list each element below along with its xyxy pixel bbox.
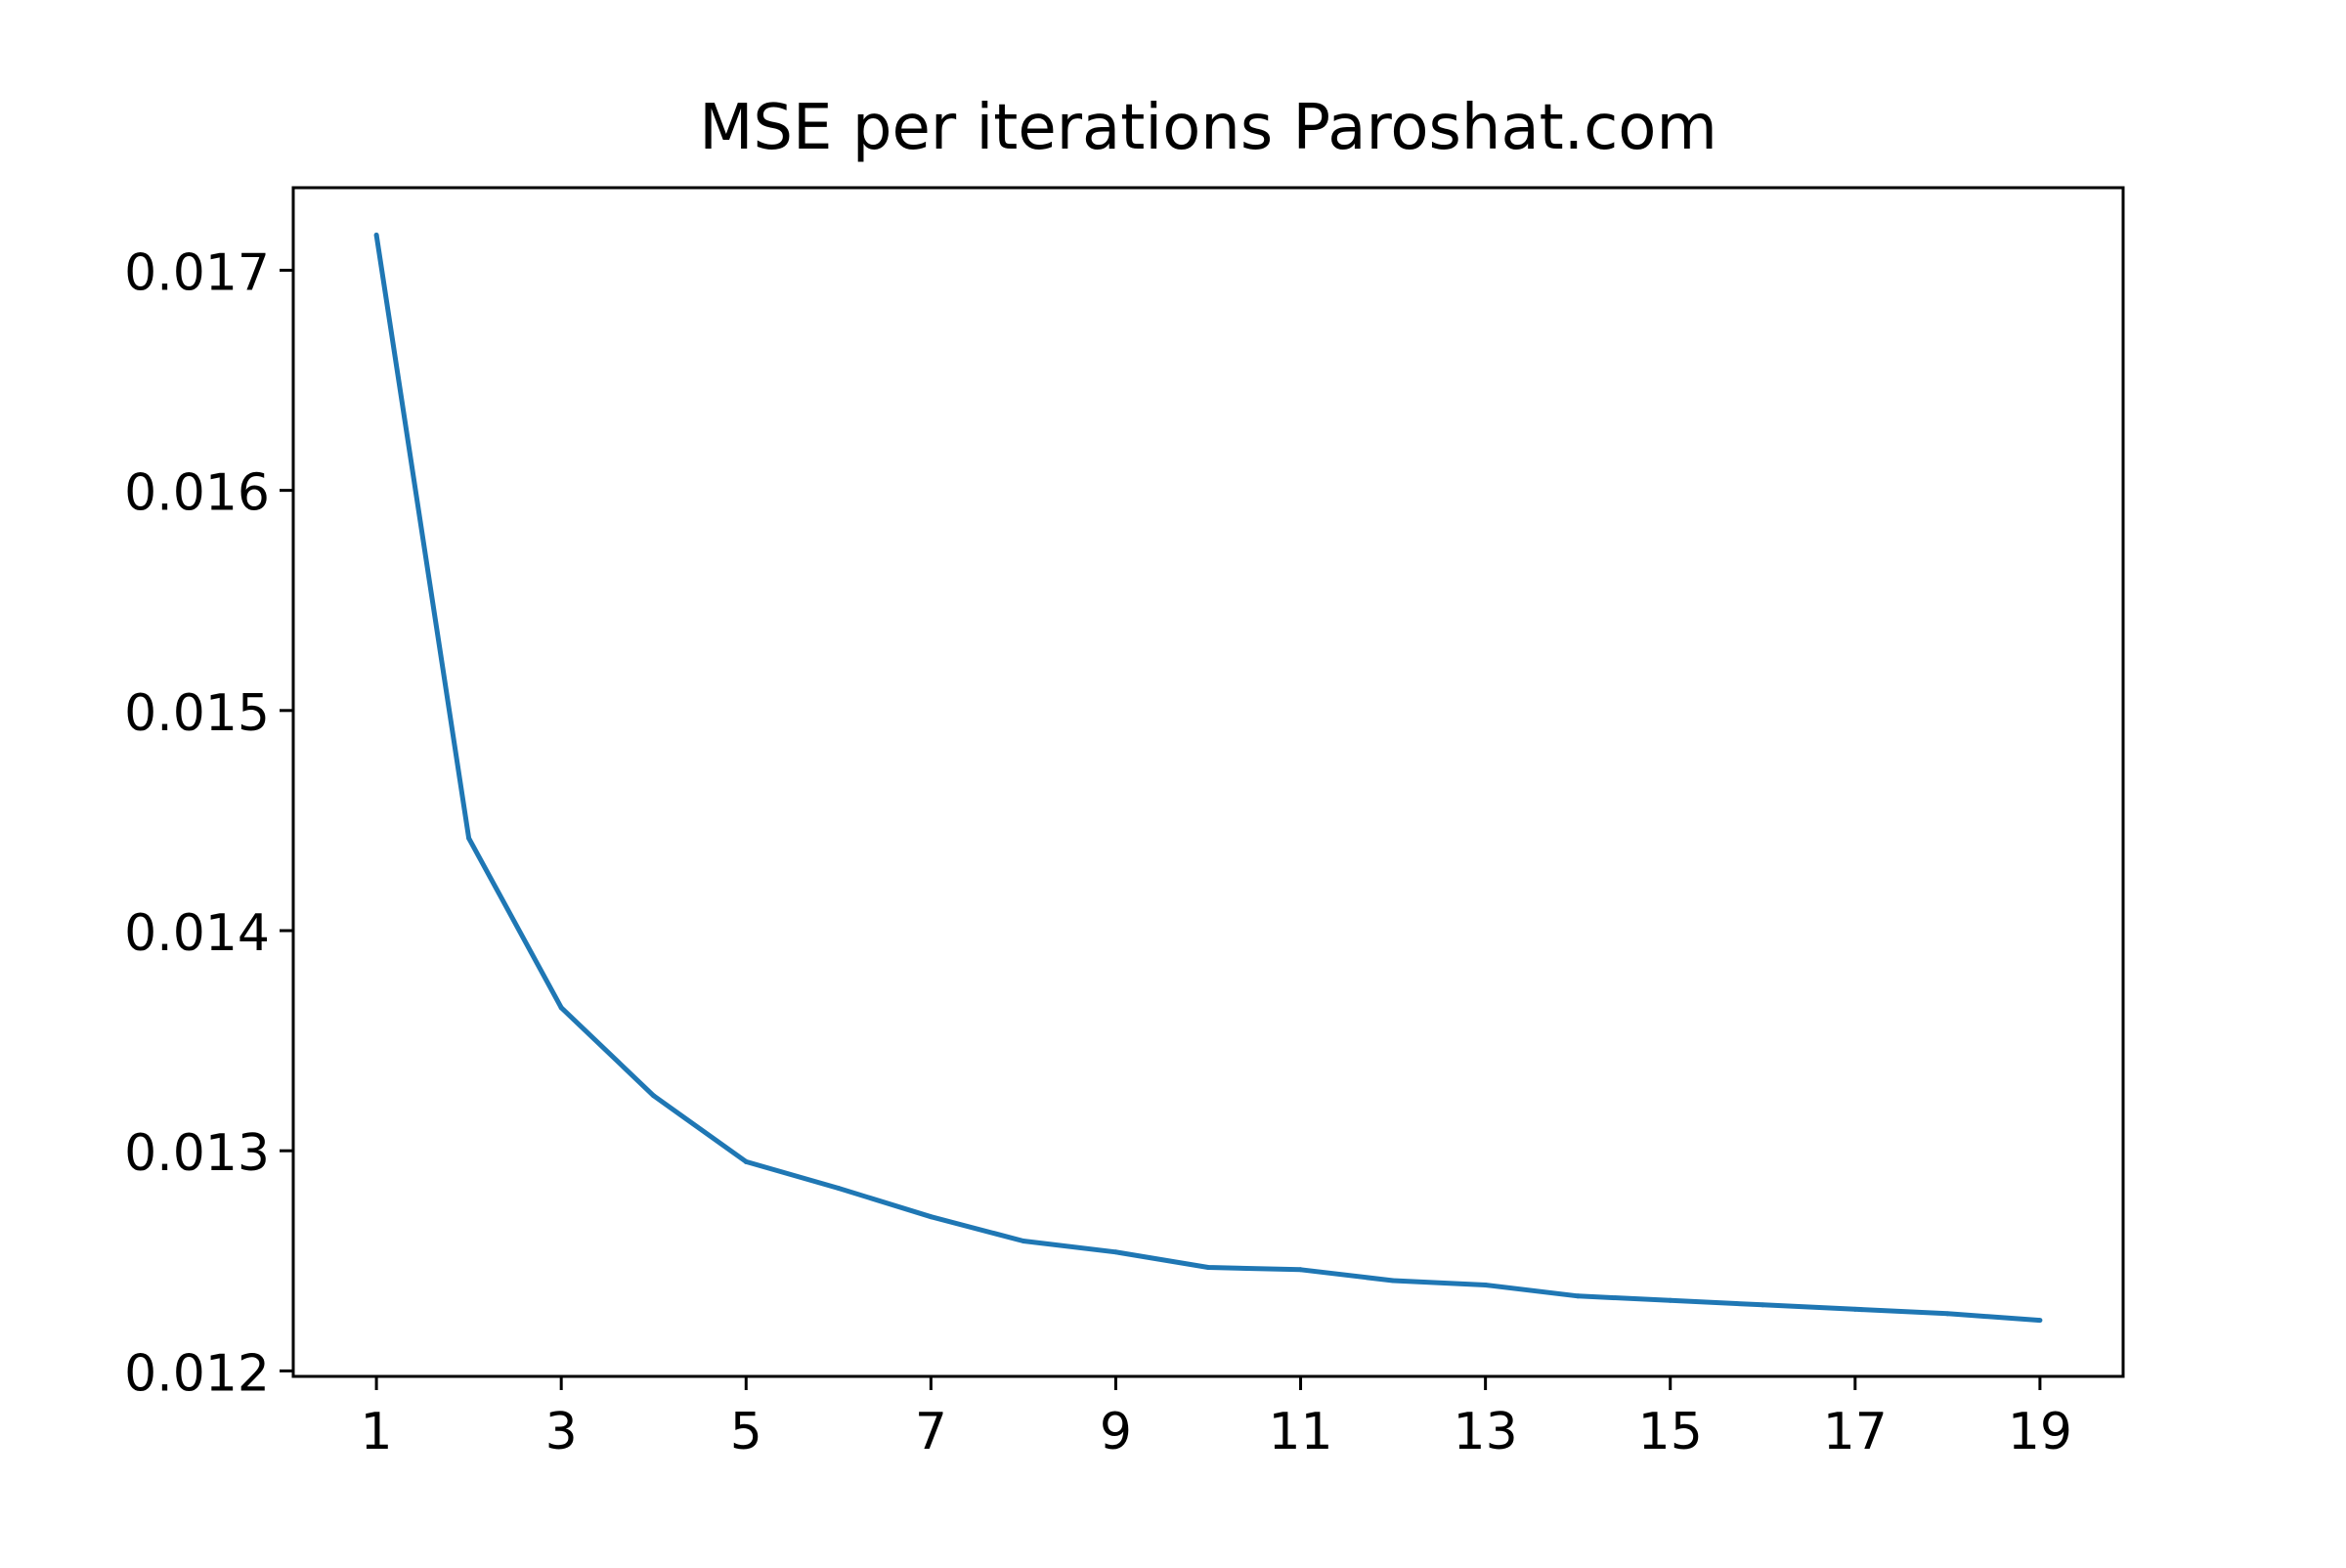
x-tick-label: 5: [730, 1403, 762, 1461]
x-tick-label: 7: [915, 1403, 947, 1461]
y-tick-label: 0.015: [124, 684, 270, 743]
x-tick-label: 19: [2008, 1403, 2072, 1461]
x-tick-label: 13: [1454, 1403, 1518, 1461]
data-point: [1575, 1293, 1581, 1299]
data-point: [466, 835, 472, 841]
x-tick-label: 11: [1268, 1403, 1332, 1461]
data-point: [1021, 1239, 1026, 1244]
data-point: [928, 1214, 934, 1220]
data-point: [1760, 1302, 1765, 1308]
y-tick-label: 0.014: [124, 904, 270, 963]
data-point: [1298, 1267, 1304, 1273]
data-point: [1944, 1311, 1950, 1317]
data-point: [651, 1093, 657, 1099]
y-tick-label: 0.013: [124, 1124, 270, 1183]
y-axis-ticks: 0.012 0.013 0.014 0.015 0.016 0.017: [124, 243, 293, 1403]
data-point: [558, 1005, 564, 1011]
data-point: [1390, 1278, 1396, 1284]
x-tick-label: 1: [361, 1403, 393, 1461]
y-tick-label: 0.017: [124, 243, 270, 302]
data-point: [1852, 1306, 1858, 1312]
data-point: [743, 1158, 749, 1164]
x-axis-ticks: 1 3 5 7 9 11 13 15 17 19: [361, 1376, 2072, 1461]
x-tick-label: 15: [1638, 1403, 1703, 1461]
data-point: [1112, 1249, 1118, 1255]
series-layer: [373, 232, 2043, 1324]
plot-area-frame: [291, 186, 2125, 1378]
data-point: [1205, 1265, 1211, 1271]
x-tick-label: 9: [1100, 1403, 1132, 1461]
x-tick-label: 17: [1823, 1403, 1888, 1461]
chart-title: MSE per iterations Paroshat.com: [699, 92, 1717, 164]
data-point: [836, 1185, 842, 1191]
data-point: [1668, 1297, 1673, 1303]
series-line: [373, 235, 2041, 1324]
data-point: [1483, 1283, 1489, 1288]
y-tick-label: 0.016: [124, 464, 270, 523]
y-tick-label: 0.012: [124, 1344, 270, 1403]
x-tick-label: 3: [545, 1403, 578, 1461]
data-point: [2037, 1318, 2043, 1324]
data-point: [373, 232, 379, 238]
